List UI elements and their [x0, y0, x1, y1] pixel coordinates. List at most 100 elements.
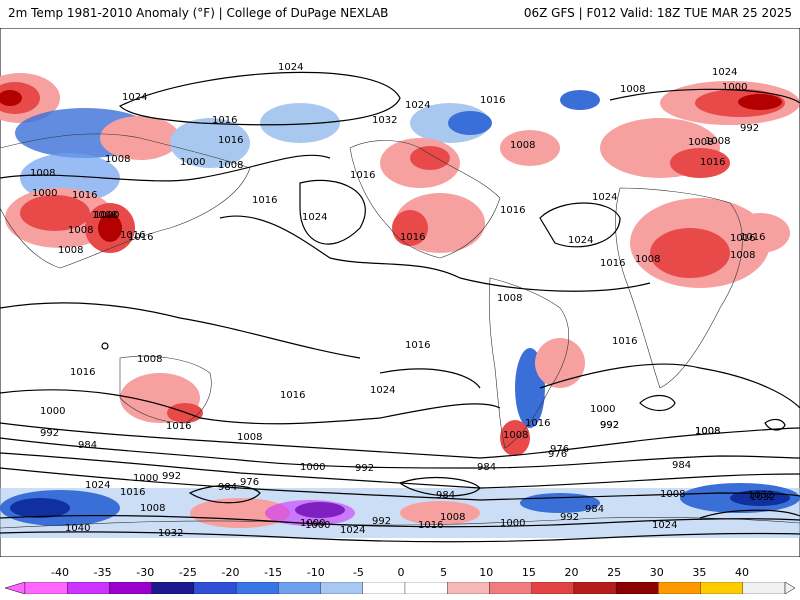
- isobar-label: 1008: [92, 210, 117, 221]
- isobar-label: 1032: [372, 115, 397, 126]
- isobar-label: 984: [218, 482, 237, 493]
- isobar-label: 1024: [652, 520, 677, 531]
- isobar-label: 1024: [370, 385, 395, 396]
- isobar-label: 1008: [620, 84, 645, 95]
- anomaly-region: [500, 130, 560, 166]
- isobar-label: 1032: [750, 492, 775, 503]
- isobar-label: 1008: [68, 225, 93, 236]
- isobar-label: 1016: [500, 205, 525, 216]
- isobar-label: 992: [560, 512, 579, 523]
- isobar-label: 1008: [688, 137, 713, 148]
- isobar-label: 1016: [120, 230, 145, 241]
- colorbar-swatch: [109, 582, 152, 594]
- anomaly-region: [500, 420, 530, 456]
- anomaly-region: [448, 111, 492, 135]
- anomaly-region: [170, 118, 250, 168]
- isobar-label: 1008: [503, 430, 528, 441]
- colorbar-tick-label: -15: [264, 566, 283, 579]
- isobar-label: 1016: [730, 233, 755, 244]
- isobar-label: 1024: [85, 480, 110, 491]
- colorbar-tick-label: 0: [397, 566, 405, 579]
- colorbar-swatch: [658, 582, 701, 594]
- anomaly-region: [20, 195, 90, 231]
- isobar-label: 984: [585, 504, 604, 515]
- isobar-label: 1024: [592, 192, 617, 203]
- isobar-label: 976: [548, 449, 567, 460]
- anomaly-region: [560, 90, 600, 110]
- isobar-label: 1016: [740, 232, 765, 243]
- isobar-label: 1016: [700, 157, 725, 168]
- isobar-label: 1008: [497, 293, 522, 304]
- colorbar-tick-label: -30: [136, 566, 155, 579]
- colorbar-legend: -40 -35 -30 -25 -20 -15 -10 -5 0 5 10 15 20 25 30 35 40: [0, 566, 800, 600]
- anomaly-region: [0, 90, 22, 106]
- coastlines: [0, 133, 800, 529]
- colorbar-swatch: [320, 582, 363, 594]
- isobar-label: 1016: [252, 195, 277, 206]
- isobar-label: 992: [600, 420, 619, 431]
- anomaly-region: [730, 213, 790, 253]
- isobar-label: 1000: [94, 210, 119, 221]
- colorbar-swatch: [404, 582, 448, 594]
- isobar-label: 1000: [722, 82, 747, 93]
- isobar-label: 1024: [278, 62, 303, 73]
- colorbar-strip: [4, 582, 796, 594]
- colorbar-arrow-left: [4, 582, 26, 594]
- colorbar-arrow-right: [784, 582, 796, 594]
- isobar-label: 1000: [133, 473, 158, 484]
- isobar-label: 1040: [65, 523, 90, 534]
- anomaly-region: [400, 501, 480, 525]
- isobar-label: 1000: [40, 406, 65, 417]
- colorbar-swatch: [151, 582, 195, 594]
- colorbar-tick-labels: -40 -35 -30 -25 -20 -15 -10 -5 0 5 10 15 20 25 30 35 40: [0, 566, 800, 580]
- isobar-label: 1016: [525, 418, 550, 429]
- isobar-label: 1024: [568, 235, 593, 246]
- colorbar-swatch: [531, 582, 575, 594]
- anomaly-region: [535, 338, 585, 388]
- anomaly-region: [410, 146, 450, 170]
- isobar-label: 1016: [405, 340, 430, 351]
- isobar-label: 1016: [120, 487, 145, 498]
- isobars: [0, 71, 800, 543]
- isobar-label: 1016: [212, 115, 237, 126]
- isobar-label: 1008: [58, 245, 83, 256]
- isobar-label: 1000: [305, 520, 330, 531]
- isobar-label: 1016: [418, 520, 443, 531]
- anomaly-region: [260, 103, 340, 143]
- colorbar-swatch: [615, 582, 659, 594]
- isobar-label: 1032: [748, 490, 773, 501]
- isobar-label: 992: [600, 420, 619, 431]
- colorbar-tick-label: -10: [306, 566, 325, 579]
- isobar-label: 1008: [105, 154, 130, 165]
- isobar-label: 1008: [30, 168, 55, 179]
- colorbar-tick-label: -35: [93, 566, 112, 579]
- colorbar-swatch: [235, 582, 279, 594]
- colorbar-tick-label: -20: [221, 566, 240, 579]
- colorbar-tick-label: 10: [479, 566, 494, 579]
- isobar-label: 1024: [340, 525, 365, 536]
- isobar-label: 1008: [660, 489, 685, 500]
- colorbar-swatch: [67, 582, 110, 594]
- colorbar-swatch: [24, 582, 68, 594]
- anomaly-region: [738, 94, 782, 110]
- isobar-label: 1000: [590, 404, 615, 415]
- isobar-label: 1016: [600, 258, 625, 269]
- isobar-label: 1016: [70, 367, 95, 378]
- colorbar-tick-label: 15: [521, 566, 536, 579]
- isobar-label: 1008: [237, 432, 262, 443]
- colorbar-swatch: [700, 582, 743, 594]
- colorbar-swatch: [278, 582, 321, 594]
- model-run-info: 06Z GFS | F012 Valid: 18Z TUE MAR 25 202…: [523, 6, 792, 20]
- isobar-label: 1000: [300, 518, 325, 529]
- isobar-label: 1008: [140, 503, 165, 514]
- isobar-label: 1024: [405, 100, 430, 111]
- isobar-label: 992: [40, 428, 59, 439]
- anomaly-region: [670, 148, 730, 178]
- isobar-label: 1008: [705, 136, 730, 147]
- map-title: 2m Temp 1981-2010 Anomaly (°F) | College…: [8, 6, 389, 20]
- isobar-label: 1008: [695, 426, 720, 437]
- anomaly-region: [10, 498, 70, 518]
- isobar-label: 1016: [350, 170, 375, 181]
- isobar-label: 976: [550, 444, 569, 455]
- isobar-label: 1016: [166, 421, 191, 432]
